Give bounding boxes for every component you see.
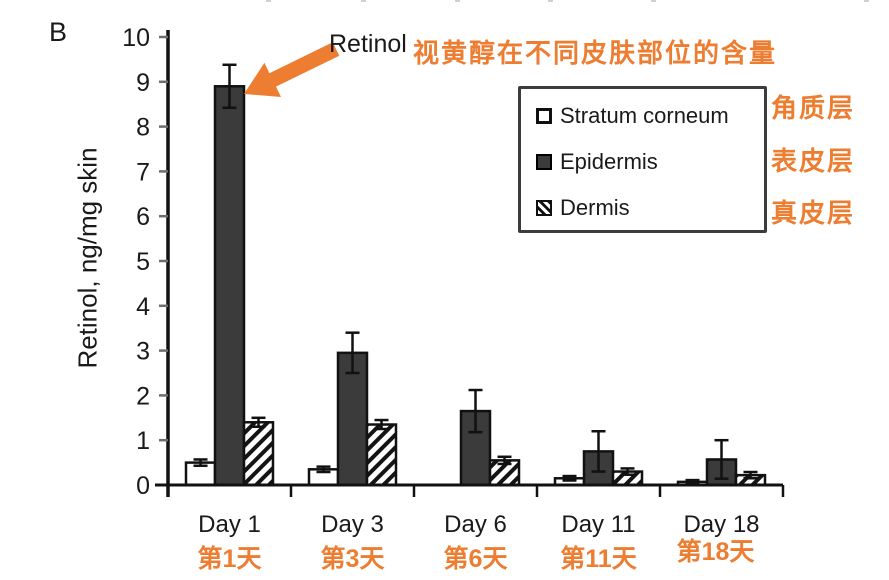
panel-letter: B [49,17,68,47]
bar-dermis-day-1 [242,421,275,487]
legend-item-label: Stratum corneum [560,102,729,128]
cropped-text-artifact [455,0,460,2]
bar-epidermis-day-1 [213,85,246,487]
y-tick-label: 2 [136,382,150,410]
legend-annotation-epidermis-cn: 表皮层 [771,146,856,176]
annotation-arrow-icon [244,42,340,97]
open-square-swatch-icon [536,107,552,124]
y-tick-label: 1 [136,427,150,455]
legend-annotation-dermis-cn: 真皮层 [771,198,856,228]
legend-item-epidermis: Epidermis [536,145,764,178]
x-category-label: Day 18 [683,511,759,538]
solid-square-swatch-icon [536,153,552,170]
legend-item-stratum-corneum: Stratum corneum [536,99,764,132]
y-tick-label: 9 [136,69,150,97]
cropped-text-artifact [266,0,271,2]
legend-item-dermis: Dermis [536,191,764,224]
y-tick-label: 5 [136,248,150,276]
y-axis-title: Retinol, ng/mg skin [72,147,103,369]
y-tick-label: 3 [136,338,150,366]
x-category-label: Day 1 [198,511,261,538]
y-tick-label: 4 [136,293,150,321]
x-category-label: Day 6 [444,511,507,538]
x-category-label: Day 3 [321,511,384,538]
x-category-label-chinese: 第6天 [444,544,508,573]
y-tick-label: 0 [136,472,150,500]
y-tick-label: 7 [136,158,150,186]
x-category-label-chinese: 第18天 [677,537,755,566]
y-tick-label: 10 [122,24,150,52]
legend-item-label: Epidermis [560,148,658,174]
cropped-text-artifact [548,0,553,2]
cropped-text-artifact [361,0,366,2]
arrow-annotation-label: Retinol [329,30,407,58]
bar-dermis-day-3 [365,423,398,487]
x-category-label-chinese: 第11天 [560,544,636,573]
y-tick-label: 6 [136,203,150,231]
chart-title-chinese: 视黄醇在不同皮肤部位的含量 [413,38,778,68]
cropped-text-artifact [864,0,869,2]
legend-item-label: Dermis [560,194,630,220]
legend-annotation-stratum-corneum-cn: 角质层 [771,93,856,123]
y-tick-label: 8 [136,114,150,142]
cropped-text-artifact [651,0,656,2]
hatched-square-swatch-icon [536,199,552,216]
legend: Stratum corneum Epidermis Dermis [518,86,767,233]
x-category-label: Day 11 [561,511,635,538]
x-category-label-chinese: 第1天 [198,544,262,573]
x-category-label-chinese: 第3天 [321,544,385,573]
